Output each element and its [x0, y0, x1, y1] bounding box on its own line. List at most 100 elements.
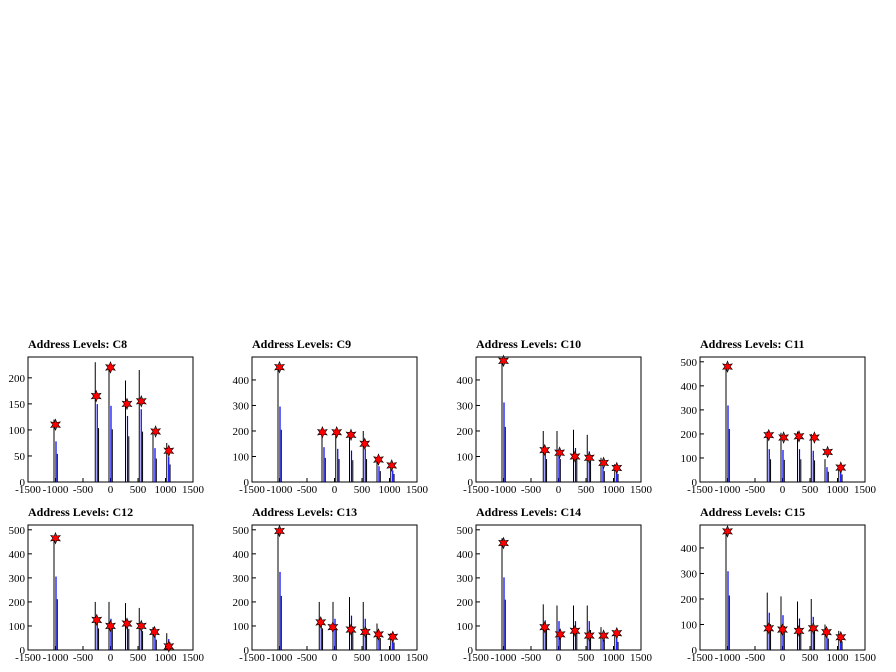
peak-marker [793, 430, 805, 443]
y-tick-label: 400 [9, 549, 26, 561]
y-tick-label: 0 [244, 477, 250, 489]
peak-marker [793, 624, 805, 638]
x-tick-label: 0 [556, 484, 562, 496]
y-tick-label: 300 [457, 400, 474, 412]
x-tick-label: 500 [130, 652, 147, 664]
chart-panel: -1500 -1000 -500 0 500 1000 1500 0 100 200 300 400 5… [224, 504, 448, 672]
peak-marker [539, 443, 551, 457]
x-tick-label: -1500 [463, 484, 489, 496]
peak-marker [777, 623, 788, 636]
x-tick-label: 1000 [827, 484, 850, 496]
x-tick-label: 1000 [379, 484, 402, 496]
y-tick-label: 150 [9, 399, 26, 411]
y-tick-label: 100 [233, 451, 250, 463]
peak-marker [835, 461, 847, 474]
spike [725, 364, 730, 482]
y-tick-label: 400 [457, 549, 474, 561]
x-tick-label: -1000 [267, 484, 293, 496]
peak-marker [807, 622, 819, 635]
peak-marker [163, 444, 175, 458]
peak-marker [763, 428, 775, 442]
peak-marker [598, 629, 610, 642]
x-tick-label: -1500 [687, 484, 713, 496]
spike [53, 537, 58, 650]
x-tick-label: 1000 [155, 652, 178, 664]
y-tick-label: 200 [9, 373, 26, 385]
y-tick-label: 0 [692, 645, 698, 657]
peak-marker [315, 616, 327, 629]
y-tick-label: 0 [468, 645, 474, 657]
y-tick-label: 300 [457, 573, 474, 585]
spike [108, 364, 113, 482]
peak-marker [359, 625, 371, 639]
y-tick-label: 100 [457, 621, 474, 633]
peak-marker [498, 536, 509, 550]
spike [780, 432, 785, 482]
x-tick-label: -1500 [15, 652, 41, 664]
spike [501, 359, 506, 482]
x-tick-label: -500 [521, 652, 542, 664]
y-tick-label: 100 [457, 451, 474, 463]
x-tick-label: -1000 [267, 652, 293, 664]
x-tick-label: -1000 [43, 652, 69, 664]
spike [125, 380, 130, 482]
spike [810, 433, 816, 482]
y-tick-label: 200 [681, 594, 698, 606]
spike [362, 430, 368, 482]
chart-panel: -1500 -1000 -500 0 500 1000 1500 0 100 200 300 400 5… [448, 504, 672, 672]
peak-marker [105, 361, 116, 374]
spike [586, 605, 592, 650]
y-tick-label: 0 [20, 645, 26, 657]
y-tick-label: 100 [681, 453, 698, 465]
chart-title: Address Levels: C10 [476, 337, 582, 351]
chart-plot: -1500 -1000 -500 0 500 1000 1500 0 100 200 300 400 5… [457, 524, 653, 664]
y-tick-label: 100 [233, 621, 250, 633]
spike [725, 528, 730, 650]
y-tick-label: 300 [233, 400, 250, 412]
x-tick-label: 0 [332, 484, 338, 496]
y-tick-label: 0 [692, 477, 698, 489]
spike [556, 605, 561, 650]
peak-marker [583, 629, 595, 642]
peak-marker [135, 619, 147, 633]
x-tick-label: -500 [745, 652, 766, 664]
x-tick-label: -1500 [239, 484, 265, 496]
x-tick-label: -1000 [715, 652, 741, 664]
y-tick-label: 500 [9, 525, 26, 537]
x-tick-label: -500 [521, 484, 542, 496]
x-tick-label: 1000 [155, 484, 178, 496]
x-tick-label: 1500 [854, 484, 877, 496]
peak-marker [598, 456, 610, 470]
peak-marker [331, 425, 343, 439]
chart-plot: -1500 -1000 -500 0 500 1000 1500 0 100 200 300 400 5… [681, 356, 877, 496]
chart-title: Address Levels: C12 [28, 505, 134, 519]
x-tick-label: -500 [297, 484, 318, 496]
peak-marker [539, 620, 551, 634]
x-tick-label: 1500 [854, 652, 877, 664]
peak-marker [821, 625, 832, 639]
peak-marker [105, 619, 116, 633]
x-tick-label: 500 [130, 484, 147, 496]
peak-marker [327, 620, 339, 634]
y-tick-label: 200 [457, 426, 474, 438]
x-tick-label: -1000 [491, 652, 517, 664]
peak-marker [90, 389, 102, 403]
peak-marker [121, 617, 133, 630]
spike [766, 431, 772, 482]
x-tick-label: -1500 [687, 652, 713, 664]
peak-marker [778, 431, 790, 444]
peak-marker [569, 450, 581, 463]
y-tick-label: 400 [681, 543, 698, 555]
peak-marker [149, 625, 160, 639]
x-tick-label: 1500 [182, 652, 205, 664]
x-tick-label: 0 [780, 484, 786, 496]
chart-title: Address Levels: C8 [28, 337, 128, 351]
y-tick-label: 200 [9, 597, 26, 609]
spike [277, 365, 282, 482]
spike [824, 459, 829, 482]
peak-marker [611, 461, 623, 475]
y-tick-label: 100 [681, 619, 698, 631]
y-tick-label: 100 [9, 621, 26, 633]
peak-marker [498, 354, 509, 368]
y-tick-label: 300 [681, 405, 698, 417]
